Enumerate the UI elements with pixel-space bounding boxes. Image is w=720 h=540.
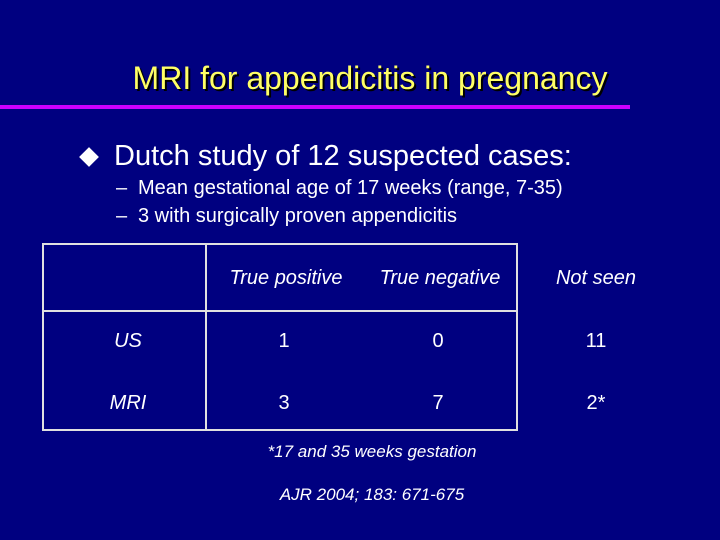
table-footnote: *17 and 35 weeks gestation	[267, 442, 477, 461]
us-true-positive: 1	[278, 330, 290, 352]
main-bullet-text: Dutch study of 12 suspected cases:	[114, 140, 572, 172]
sub-bullet-1-text: Mean gestational age of 17 weeks (range,…	[138, 177, 563, 199]
header-true-negative: True negative	[379, 267, 501, 289]
us-not-seen: 11	[585, 330, 607, 352]
mri-true-positive: 3	[278, 392, 290, 414]
table-column-divider	[205, 243, 207, 431]
header-not-seen: Not seen	[555, 267, 637, 289]
row-label-us: US	[114, 330, 142, 352]
table-header-rule	[42, 310, 518, 312]
us-true-negative: 0	[432, 330, 444, 352]
results-table-frame	[42, 243, 518, 431]
diamond-bullet-icon	[79, 146, 99, 167]
mri-true-negative: 7	[432, 392, 444, 414]
sub-bullet-2: –3 with surgically proven appendicitis	[116, 205, 457, 228]
dash-marker: –	[116, 177, 128, 199]
citation: AJR 2004; 183: 671-675	[279, 485, 465, 504]
sub-bullet-1: – Mean gestational age of 17 weeks (range…	[116, 177, 563, 200]
slide-title: MRI for appendicitis in pregnancy	[132, 60, 608, 96]
row-label-mri: MRI	[109, 392, 147, 414]
mri-not-seen: 2*	[586, 392, 606, 414]
dash-marker: –	[116, 205, 128, 227]
title-underline	[0, 105, 630, 109]
sub-bullet-2-text: 3 with surgically proven appendicitis	[138, 205, 458, 227]
main-bullet: Dutch study of 12 suspected cases:	[76, 140, 572, 173]
header-true-positive: True positive	[229, 267, 343, 289]
